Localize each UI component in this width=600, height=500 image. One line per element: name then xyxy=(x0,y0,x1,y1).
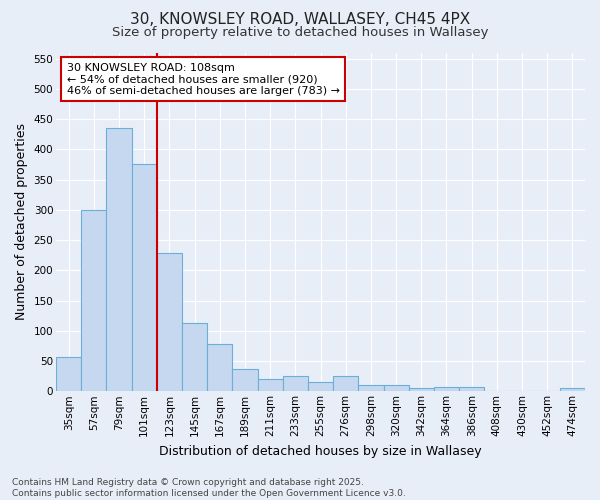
Text: Size of property relative to detached houses in Wallasey: Size of property relative to detached ho… xyxy=(112,26,488,39)
Bar xyxy=(358,385,383,392)
Bar xyxy=(157,254,182,392)
Bar xyxy=(459,387,484,392)
Bar xyxy=(81,210,106,392)
Bar xyxy=(232,369,257,392)
Bar xyxy=(333,376,358,392)
X-axis label: Distribution of detached houses by size in Wallasey: Distribution of detached houses by size … xyxy=(159,444,482,458)
Bar xyxy=(131,164,157,392)
Bar xyxy=(434,387,459,392)
Bar xyxy=(106,128,131,392)
Text: Contains HM Land Registry data © Crown copyright and database right 2025.
Contai: Contains HM Land Registry data © Crown c… xyxy=(12,478,406,498)
Bar xyxy=(257,379,283,392)
Bar xyxy=(56,357,81,392)
Y-axis label: Number of detached properties: Number of detached properties xyxy=(15,124,28,320)
Bar xyxy=(560,388,585,392)
Bar xyxy=(308,382,333,392)
Bar xyxy=(283,376,308,392)
Text: 30, KNOWSLEY ROAD, WALLASEY, CH45 4PX: 30, KNOWSLEY ROAD, WALLASEY, CH45 4PX xyxy=(130,12,470,28)
Bar xyxy=(207,344,232,392)
Bar xyxy=(409,388,434,392)
Text: 30 KNOWSLEY ROAD: 108sqm
← 54% of detached houses are smaller (920)
46% of semi-: 30 KNOWSLEY ROAD: 108sqm ← 54% of detach… xyxy=(67,62,340,96)
Bar xyxy=(182,323,207,392)
Bar xyxy=(383,385,409,392)
